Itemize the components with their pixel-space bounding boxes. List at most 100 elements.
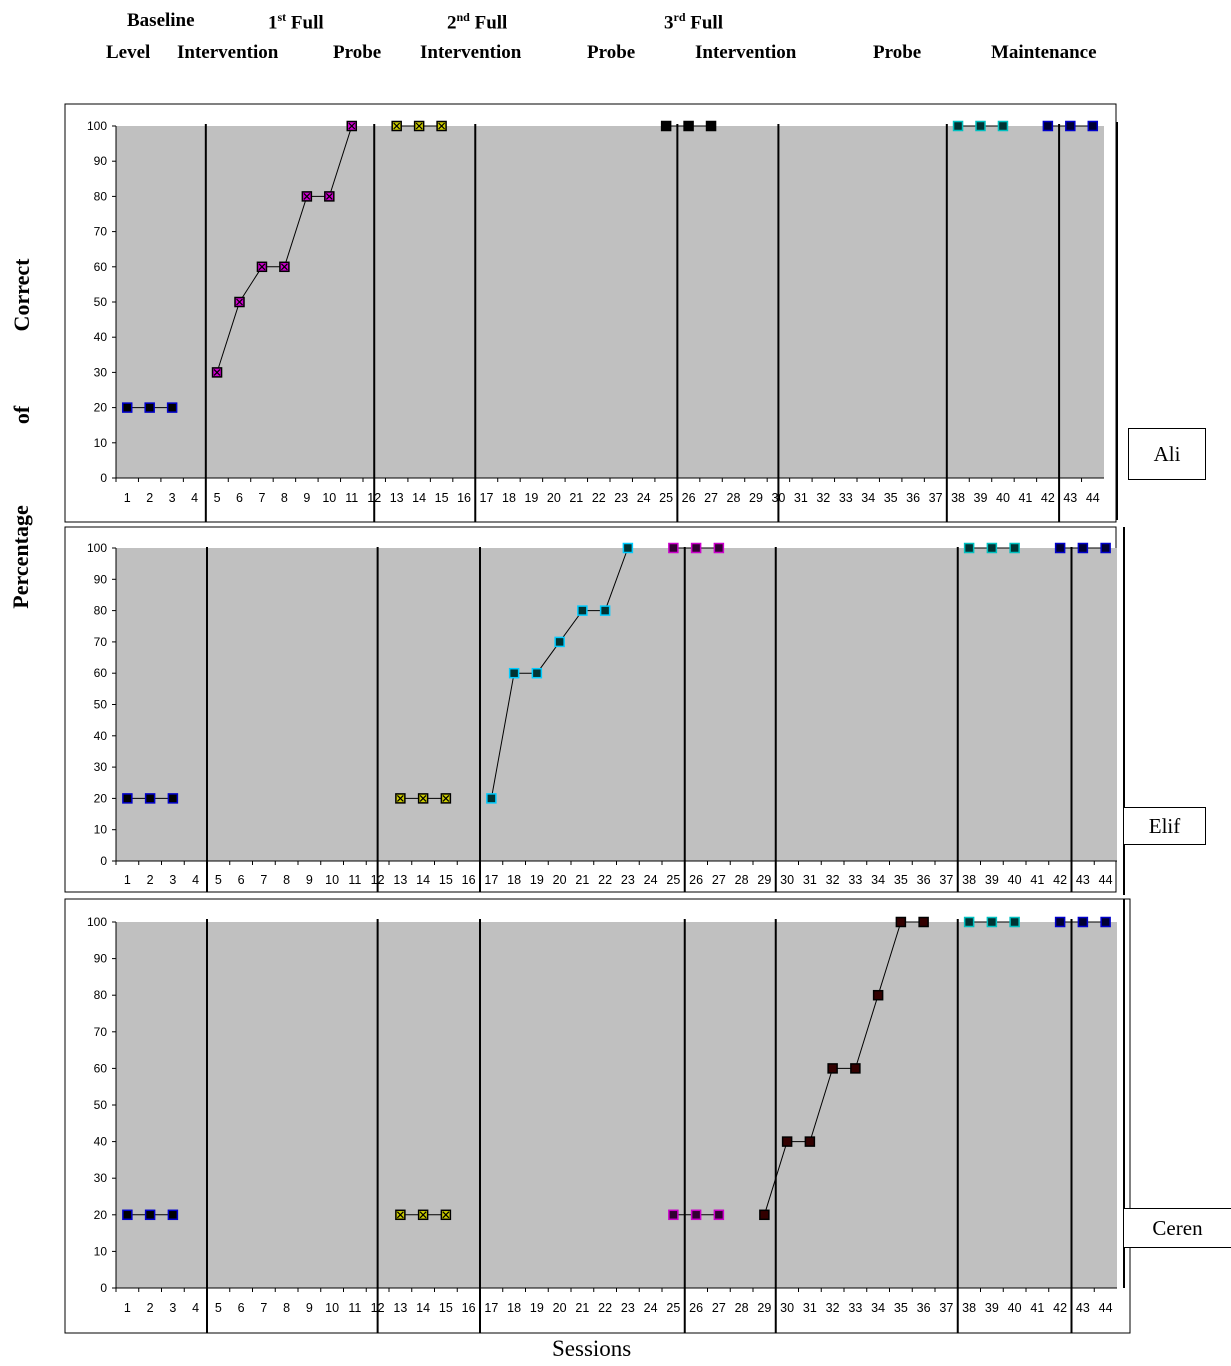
data-point-elif [1054,542,1066,554]
x-tick-label: 23 [621,873,635,887]
y-tick-label: 20 [94,791,108,805]
data-point-ceren [963,916,975,928]
x-tick-label: 3 [169,873,176,887]
y-tick-label: 10 [94,823,108,837]
x-tick-label: 36 [917,1301,931,1315]
y-tick-label: 70 [94,225,108,239]
x-tick-label: 20 [553,1301,567,1315]
data-point-cross [280,263,288,271]
data-point-elif [486,793,497,804]
y-tick-label: 30 [94,1171,108,1185]
header-probe3: Probe [873,42,922,63]
y-tick-label: 60 [94,1061,108,1075]
header-maintenance: Maintenance [991,42,1097,63]
x-tick-label: 22 [598,1301,612,1315]
x-tick-label: 41 [1018,491,1032,505]
x-tick-label: 13 [393,1301,407,1315]
data-point-ceren [1100,916,1111,928]
x-tick-label: 3 [169,491,176,505]
data-point-cross [419,1211,427,1219]
y-tick-label: 20 [94,401,108,415]
data-point-elif [1100,542,1111,554]
x-tick-label: 19 [530,873,544,887]
x-tick-label: 42 [1053,873,1067,887]
data-point-ceren [759,1209,770,1221]
x-tick-label: 10 [325,1301,339,1315]
y-tick-label: 100 [87,119,107,133]
y-tick-label: 0 [100,471,107,485]
x-tick-label: 10 [322,491,336,505]
y-tick-label: 100 [87,541,107,555]
y-tick-label: 60 [94,666,108,680]
x-tick-label: 34 [861,491,875,505]
data-point-ali [121,402,133,413]
x-tick-label: 15 [435,491,449,505]
x-tick-label: 4 [191,491,198,505]
x-tick-label: 26 [682,491,696,505]
x-tick-label: 28 [735,1301,749,1315]
x-tick-label: 38 [962,873,976,887]
x-tick-label: 37 [939,873,953,887]
x-tick-label: 1 [124,1301,131,1315]
x-tick-label: 37 [929,491,943,505]
data-point-ali [683,120,694,132]
data-point-cross [325,192,333,200]
x-tick-label: 33 [848,1301,862,1315]
data-point-ali [1065,120,1076,132]
data-point-elif [554,636,565,648]
participant-label-ali: Ali [1128,428,1206,480]
x-tick-label: 30 [780,1301,794,1315]
data-point-ali [997,120,1009,132]
x-tick-label: 25 [666,1301,680,1315]
header-level: Level [106,42,151,63]
x-tick-label: 27 [712,1301,726,1315]
data-point-ali [975,120,986,132]
data-point-ceren [144,1209,156,1221]
data-point-elif [1009,542,1020,554]
x-tick-label: 9 [306,873,313,887]
x-tick-label: 17 [480,491,494,505]
x-tick-label: 13 [393,873,407,887]
data-point-cross [442,1211,450,1219]
data-point-cross [419,794,427,802]
x-tick-label: 15 [439,873,453,887]
x-tick-label: 41 [1030,1301,1044,1315]
data-point-elif [508,667,520,679]
x-tick-label: 6 [236,491,243,505]
x-tick-label: 3 [169,1301,176,1315]
y-tick-label: 0 [100,1281,107,1295]
x-tick-label: 25 [666,873,680,887]
data-point-elif [167,793,179,804]
y-tick-label: 100 [87,915,107,929]
y-tick-label: 0 [100,854,107,868]
x-tick-label: 39 [985,1301,999,1315]
x-tick-label: 26 [689,873,703,887]
y-tick-label: 20 [94,1208,108,1222]
x-tick-label: 43 [1063,491,1077,505]
x-tick-label: 4 [192,1301,199,1315]
x-tick-label: 14 [416,1301,430,1315]
x-tick-label: 18 [502,491,516,505]
data-point-ceren [895,916,907,928]
x-tick-label: 16 [462,1301,476,1315]
data-point-ceren [850,1063,861,1074]
x-tick-label: 35 [894,873,908,887]
data-point-cross [258,263,266,271]
y-tick-label: 80 [94,189,108,203]
x-tick-label: 43 [1076,1301,1090,1315]
x-tick-label: 31 [794,491,808,505]
x-tick-label: 9 [306,1301,313,1315]
x-tick-label: 8 [281,491,288,505]
x-tick-label: 21 [575,1301,589,1315]
x-tick-label: 28 [727,491,741,505]
x-tick-label: 10 [325,873,339,887]
data-point-ceren [1009,916,1020,928]
header-intervention3-title: 3rd Full [664,10,723,34]
y-tick-label: 80 [94,988,108,1002]
x-tick-label: 22 [598,873,612,887]
y-tick-label: 40 [94,729,108,743]
data-point-cross [348,122,356,130]
data-point-ceren [122,1209,133,1221]
data-point-ali [952,120,964,132]
